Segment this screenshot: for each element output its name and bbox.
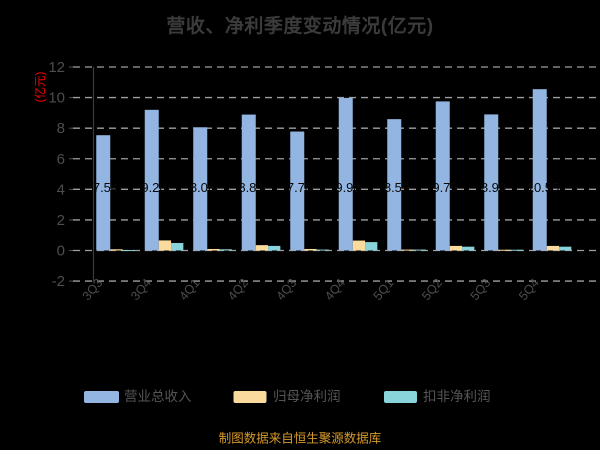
svg-text:8: 8	[57, 120, 65, 137]
svg-text:8.59: 8.59	[384, 180, 409, 195]
svg-text:4Q3: 4Q3	[274, 276, 300, 303]
svg-text:8.06: 8.06	[190, 180, 215, 195]
svg-text:8.90: 8.90	[481, 180, 506, 195]
svg-text:2: 2	[57, 212, 65, 229]
svg-text:9.20: 9.20	[141, 180, 166, 195]
svg-text:5Q2: 5Q2	[419, 276, 445, 303]
svg-text:9.98: 9.98	[335, 180, 360, 195]
svg-text:9.75: 9.75	[432, 180, 457, 195]
svg-text:3Q4: 3Q4	[128, 276, 154, 303]
svg-text:5Q1: 5Q1	[371, 276, 397, 303]
svg-text:制图数据来自恒生聚源数据库: 制图数据来自恒生聚源数据库	[219, 431, 382, 446]
svg-text:4: 4	[57, 181, 65, 198]
svg-text:5Q4: 5Q4	[516, 276, 542, 303]
svg-text:4Q1: 4Q1	[177, 276, 203, 303]
svg-text:12: 12	[48, 59, 65, 76]
svg-text:4Q2: 4Q2	[225, 276, 251, 303]
svg-text:10.55: 10.55	[527, 180, 560, 195]
svg-text:(亿元): (亿元)	[34, 72, 47, 103]
svg-text:8.89: 8.89	[238, 180, 263, 195]
svg-text:6: 6	[57, 151, 65, 168]
svg-text:归母净利润: 归母净利润	[273, 388, 341, 404]
svg-text:10: 10	[48, 90, 65, 107]
svg-text:7.78: 7.78	[287, 180, 312, 195]
svg-text:4Q4: 4Q4	[322, 276, 348, 303]
svg-text:0: 0	[57, 243, 65, 260]
svg-text:扣非净利润: 扣非净利润	[423, 389, 491, 404]
svg-text:营业总收入: 营业总收入	[124, 389, 192, 404]
svg-text:5Q3: 5Q3	[468, 276, 494, 303]
svg-text:3Q3: 3Q3	[80, 276, 106, 303]
svg-text:7.54: 7.54	[93, 180, 118, 195]
svg-text:-2: -2	[52, 273, 65, 290]
